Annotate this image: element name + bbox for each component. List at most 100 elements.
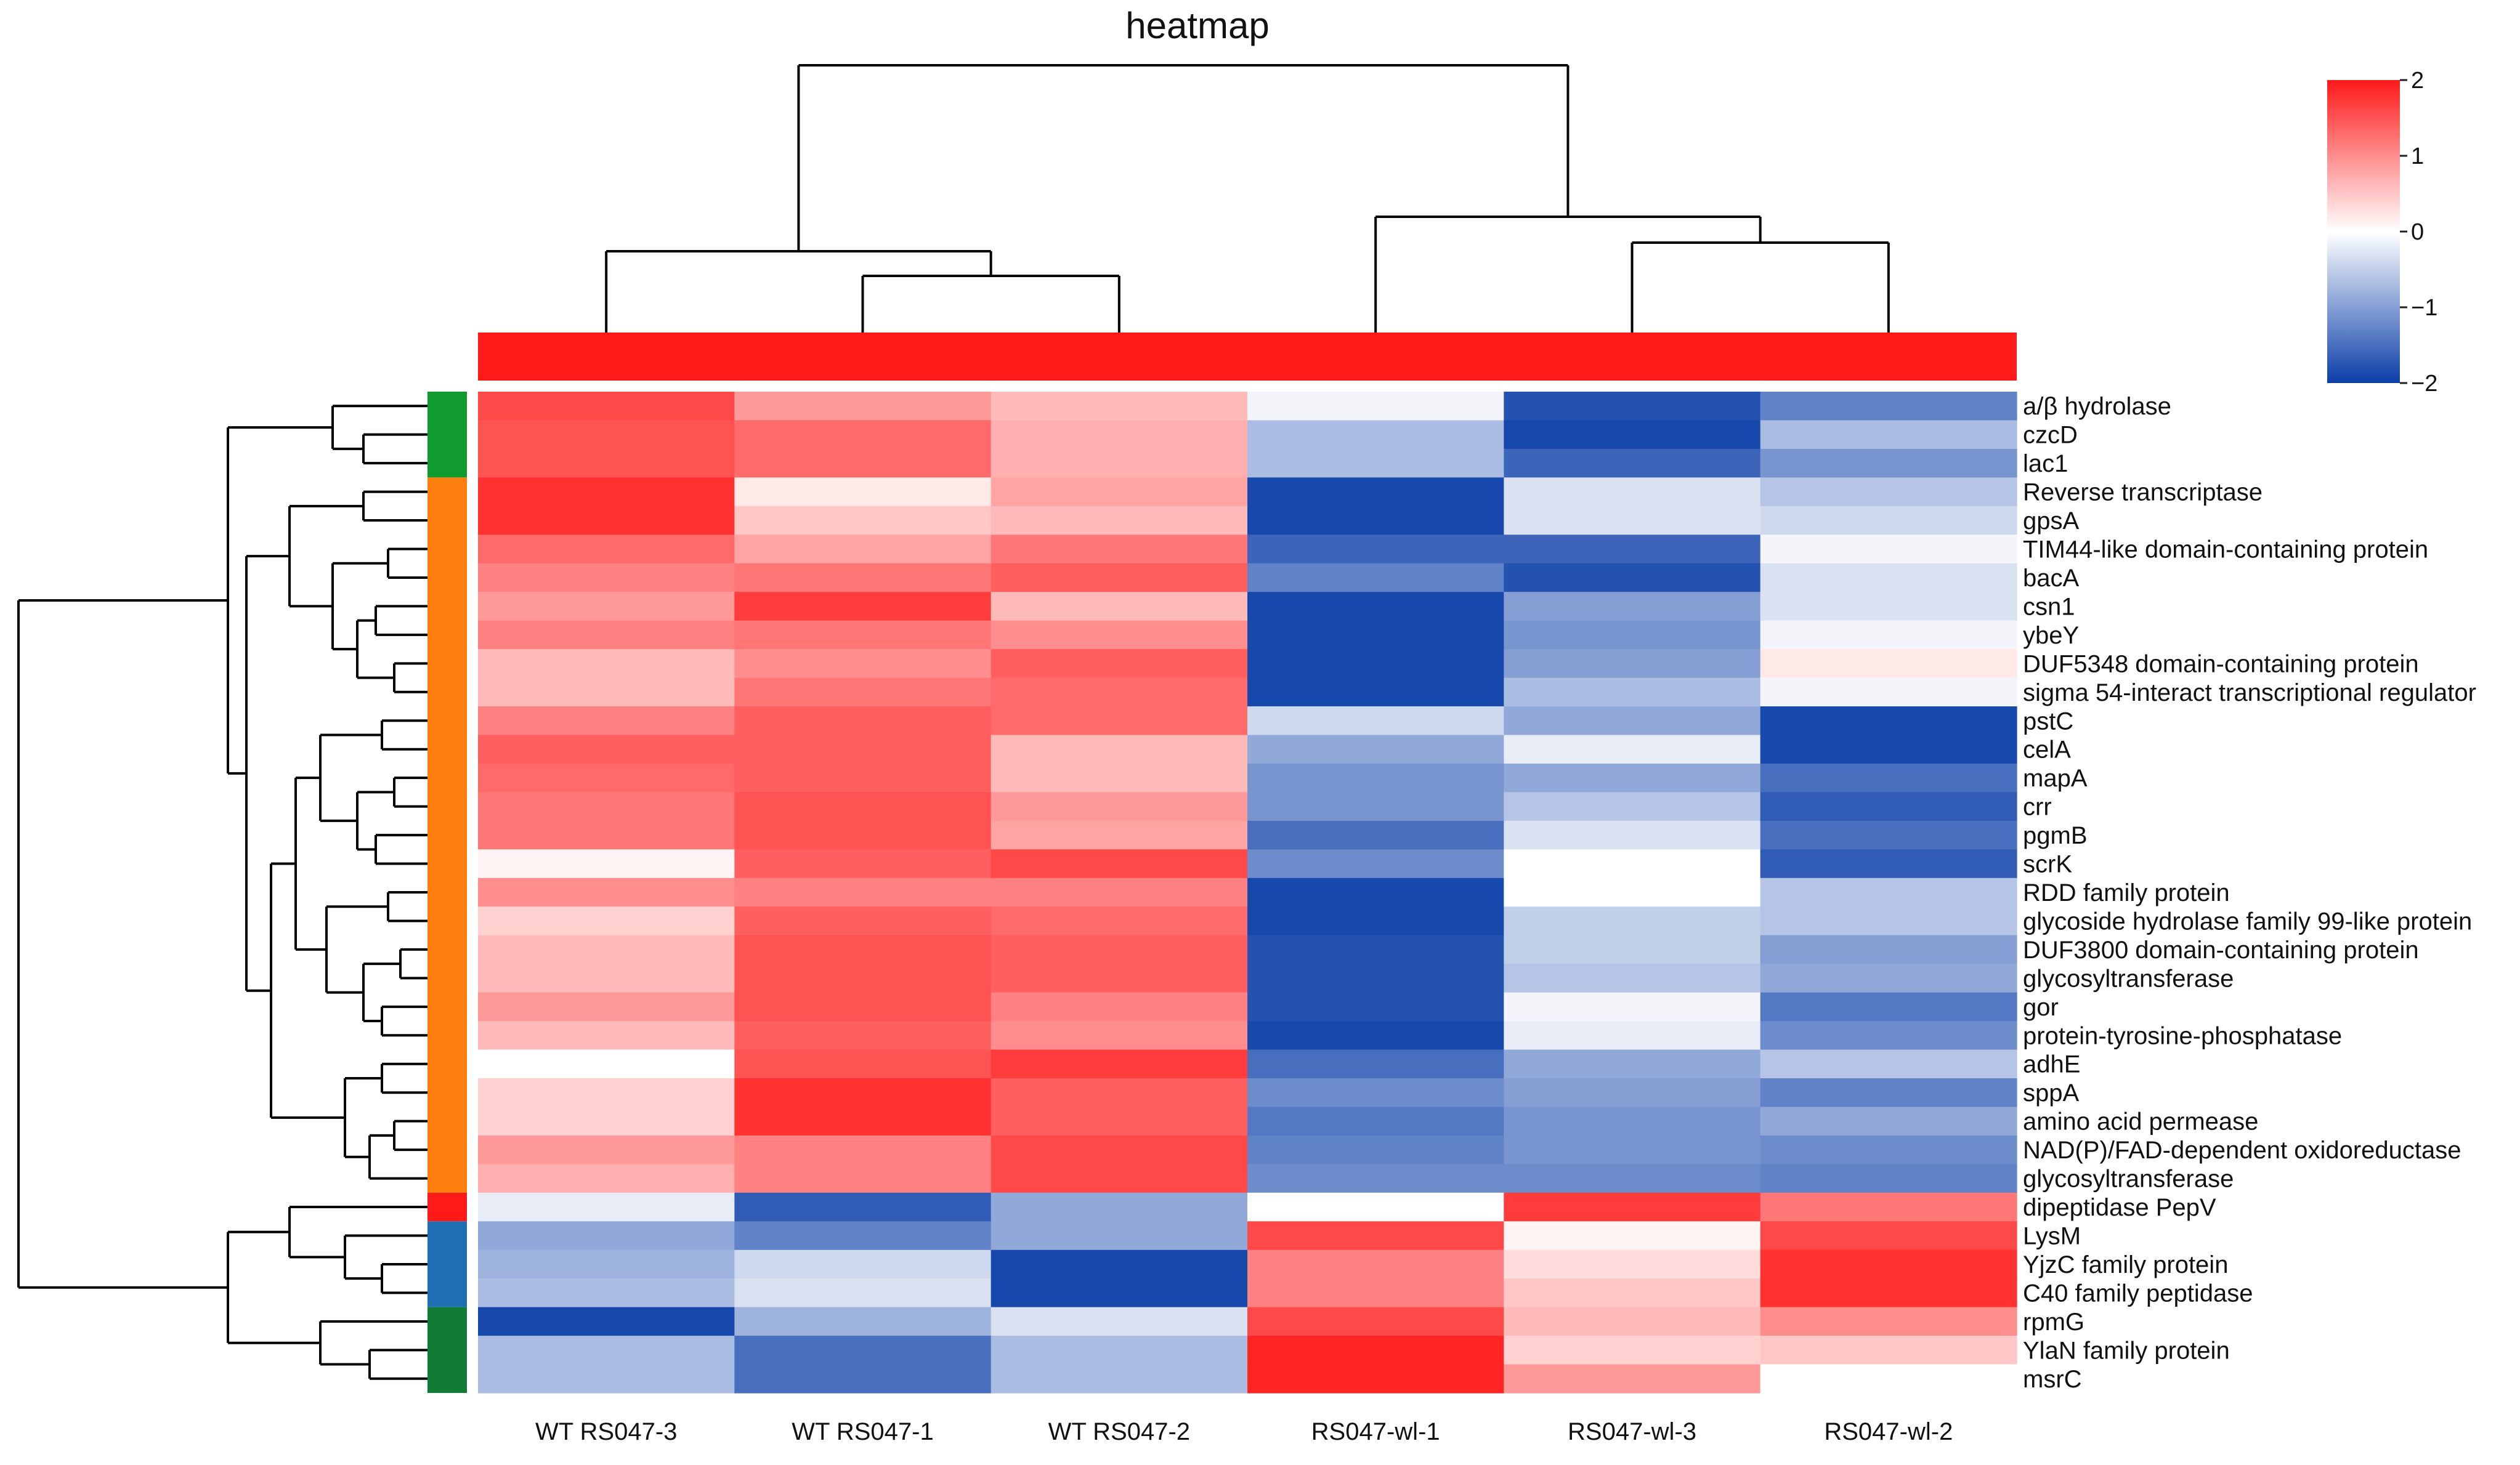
heatmap-cell bbox=[1247, 592, 1504, 621]
heatmap-cell bbox=[1760, 1136, 2017, 1164]
color-legend: 2 1 0 −1 −2 bbox=[2327, 68, 2437, 397]
row-label: C40 family peptidase bbox=[2023, 1280, 2253, 1307]
heatmap-cell bbox=[1504, 1136, 1760, 1164]
row-group-cluster-4 bbox=[427, 1221, 467, 1307]
heatmap-cell bbox=[1760, 706, 2017, 735]
row-label: gpsA bbox=[2023, 507, 2079, 535]
row-label: msrC bbox=[2023, 1366, 2082, 1393]
heatmap-cell bbox=[991, 1250, 1248, 1279]
heatmap-cell bbox=[478, 1221, 735, 1250]
heatmap-cell bbox=[1504, 392, 1760, 421]
heatmap-cells bbox=[478, 392, 2017, 1394]
heatmap-cell bbox=[1760, 764, 2017, 793]
heatmap-cell bbox=[991, 1365, 1248, 1394]
row-label: csn1 bbox=[2023, 593, 2075, 620]
row-label: rpmG bbox=[2023, 1309, 2084, 1336]
heatmap-cell bbox=[734, 1250, 991, 1279]
heatmap-cell bbox=[478, 449, 735, 478]
heatmap-cell bbox=[1247, 993, 1504, 1022]
column-label: WT RS047-2 bbox=[1048, 1418, 1190, 1445]
heatmap-cell bbox=[1247, 449, 1504, 478]
heatmap-cell bbox=[991, 420, 1248, 449]
heatmap-cell bbox=[1760, 563, 2017, 592]
heatmap-cell bbox=[478, 849, 735, 878]
heatmap-cell bbox=[991, 621, 1248, 650]
heatmap-cell bbox=[478, 420, 735, 449]
heatmap-cell bbox=[478, 906, 735, 935]
row-group-cluster-1 bbox=[427, 392, 467, 477]
heatmap-cell bbox=[478, 1107, 735, 1136]
heatmap-cell bbox=[734, 792, 991, 821]
row-group-cluster-2 bbox=[427, 477, 467, 1192]
heatmap-cell bbox=[734, 649, 991, 678]
heatmap-cell bbox=[734, 535, 991, 563]
column-label: RS047-wl-1 bbox=[1311, 1418, 1440, 1445]
heatmap-cell bbox=[1504, 420, 1760, 449]
heatmap-cell bbox=[1247, 1278, 1504, 1307]
row-label: RDD family protein bbox=[2023, 879, 2230, 906]
heatmap-cell bbox=[1504, 906, 1760, 935]
heatmap-cell bbox=[991, 535, 1248, 563]
heatmap-cell bbox=[478, 1336, 735, 1365]
row-label: LysM bbox=[2023, 1222, 2081, 1249]
heatmap-cell bbox=[1760, 649, 2017, 678]
heatmap-cell bbox=[478, 1193, 735, 1222]
heatmap-cell bbox=[1247, 1078, 1504, 1107]
row-label: sppA bbox=[2023, 1080, 2079, 1107]
heatmap-cell bbox=[1504, 735, 1760, 764]
heatmap-cell bbox=[1247, 1250, 1504, 1279]
heatmap-cell bbox=[734, 1136, 991, 1164]
heatmap-cell bbox=[478, 563, 735, 592]
row-label: glycosyltransferase bbox=[2023, 965, 2234, 992]
heatmap-cell bbox=[1760, 1336, 2017, 1365]
heatmap-cell bbox=[991, 1136, 1248, 1164]
heatmap-cell bbox=[478, 1278, 735, 1307]
row-label: amino acid permease bbox=[2023, 1108, 2258, 1136]
heatmap-cell bbox=[1504, 1078, 1760, 1107]
heatmap-cell bbox=[734, 563, 991, 592]
heatmap-cell bbox=[1504, 935, 1760, 964]
heatmap-cell bbox=[734, 1365, 991, 1394]
heatmap-cell bbox=[1760, 1164, 2017, 1193]
heatmap-cell bbox=[734, 392, 991, 421]
heatmap-cell bbox=[478, 792, 735, 821]
heatmap-cell bbox=[734, 420, 991, 449]
heatmap-cell bbox=[1247, 935, 1504, 964]
heatmap-cell bbox=[991, 1193, 1248, 1222]
heatmap-cell bbox=[991, 706, 1248, 735]
heatmap-figure: heatmap a/β hydrolase czcD lac1 Reverse tra… bbox=[0, 0, 2520, 1462]
row-label: adhE bbox=[2023, 1051, 2080, 1078]
heatmap-cell bbox=[991, 1050, 1248, 1079]
heatmap-cell bbox=[734, 1221, 991, 1250]
heatmap-cell bbox=[1247, 420, 1504, 449]
heatmap-cell bbox=[1760, 621, 2017, 650]
heatmap-cell bbox=[991, 906, 1248, 935]
row-label: crr bbox=[2023, 794, 2052, 821]
heatmap-cell bbox=[478, 1365, 735, 1394]
heatmap-cell bbox=[734, 449, 991, 478]
heatmap-svg: heatmap a/β hydrolaseczcDlac1Reverse tra… bbox=[0, 0, 2520, 1462]
heatmap-cell bbox=[478, 878, 735, 907]
heatmap-cell bbox=[734, 764, 991, 793]
heatmap-cell bbox=[991, 1278, 1248, 1307]
heatmap-cell bbox=[991, 964, 1248, 993]
heatmap-cell bbox=[1760, 849, 2017, 878]
heatmap-cell bbox=[734, 1107, 991, 1136]
heatmap-cell bbox=[1504, 1365, 1760, 1394]
heatmap-cell bbox=[991, 849, 1248, 878]
heatmap-cell bbox=[1247, 1221, 1504, 1250]
heatmap-cell bbox=[478, 993, 735, 1022]
heatmap-cell bbox=[734, 1193, 991, 1222]
heatmap-cell bbox=[478, 1136, 735, 1164]
heatmap-cell bbox=[1760, 678, 2017, 707]
heatmap-cell bbox=[991, 1107, 1248, 1136]
heatmap-cell bbox=[1247, 735, 1504, 764]
heatmap-cell bbox=[1760, 592, 2017, 621]
heatmap-cell bbox=[1760, 1278, 2017, 1307]
heatmap-cell bbox=[1760, 1021, 2017, 1050]
row-label: pgmB bbox=[2023, 822, 2088, 849]
heatmap-cell bbox=[1504, 678, 1760, 707]
heatmap-cell bbox=[991, 1307, 1248, 1336]
heatmap-cell bbox=[1504, 1050, 1760, 1079]
column-label: WT RS047-1 bbox=[792, 1418, 933, 1445]
